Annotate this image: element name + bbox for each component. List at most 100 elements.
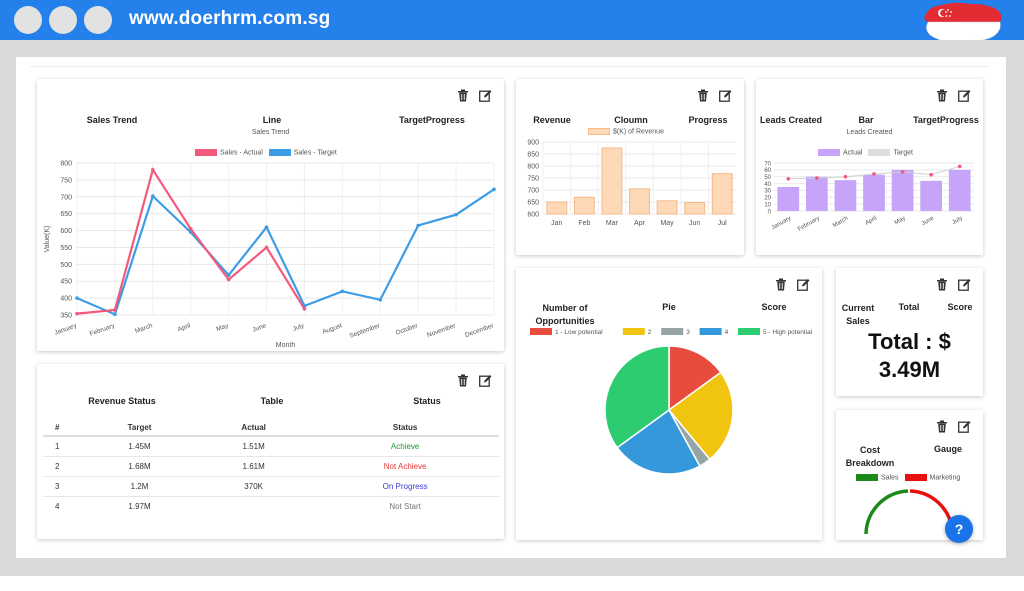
y-tick-label: 20 [764,196,771,202]
delete-icon[interactable] [457,374,469,387]
data-point [302,307,307,311]
x-tick-label: Jun [689,220,700,227]
y-tick-label: 450 [60,279,72,286]
window-dot-1[interactable] [14,6,42,34]
x-axis-label: Month [276,342,296,349]
legend-swatch [738,328,760,335]
legend-label: 5 - High potential [763,329,813,336]
row-number: 3 [43,476,83,497]
header-title: Cost Breakdown [845,445,895,468]
delete-icon[interactable] [936,278,948,291]
header-metric: Score [947,302,973,312]
data-point [226,277,231,282]
url-text[interactable]: www.doerhrm.com.sg [129,8,331,29]
delete-icon[interactable] [936,420,948,433]
header-type: Table [260,396,284,406]
status-cell: Not Achieve [311,456,499,477]
legend-label: 1 - Low potential [555,329,603,336]
row-number: 2 [43,456,83,477]
header-title: Current Sales [841,303,875,326]
column-header: Target [83,420,197,437]
status-cell: Achieve [311,436,499,457]
x-tick-label: June [252,322,268,334]
leads-bar [948,169,971,211]
header-title: Sales Trend [86,115,138,125]
x-tick-label: December [464,322,495,339]
x-tick-label: May [660,220,674,227]
data-point [492,187,496,192]
revenue-bar [656,200,678,215]
browser-topbar: www.doerhrm.com.sg [0,0,1024,44]
data-point [151,194,155,198]
edit-icon[interactable] [958,89,971,102]
data-point [340,289,345,294]
x-tick-label: January [54,322,79,337]
legend-marketing: Marketing [904,474,960,481]
delete-icon[interactable] [697,89,709,102]
header-type: Bar [858,115,874,125]
header-title: Revenue [533,115,571,125]
window-dot-3[interactable] [84,6,112,34]
y-tick-label: 650 [527,200,539,207]
leads-card: Leads Created Bar TargetProgress Leads C… [756,79,983,255]
divider [30,66,990,67]
data-point [454,212,458,217]
data-point [188,227,193,231]
window-dot-2[interactable] [49,6,77,34]
revenue-bar [684,201,706,215]
table-row[interactable]: 1 1.45M 1.51M Achieve [43,436,499,457]
x-tick-label: August [322,322,344,336]
header-title: Revenue Status [88,396,156,406]
help-button[interactable]: ? [945,515,973,543]
y-tick-label: 500 [60,262,72,269]
data-point [151,167,155,172]
table-header-row: # Target Actual Status [43,420,499,437]
delete-icon[interactable] [775,278,787,291]
x-tick-label: May [215,322,230,333]
gauge-arc-sales [864,489,909,535]
leads-bar [834,180,857,211]
pie-slice [616,408,701,475]
legend-label: 3 [686,329,690,336]
edit-icon[interactable] [797,278,810,291]
table-row[interactable]: 3 1.2M 370K On Progress [43,476,499,497]
chart-legend: Actual Target [818,149,913,156]
x-tick-label: March [832,216,849,230]
data-point [378,298,383,302]
delete-icon[interactable] [936,89,948,102]
status-cell: Not Start [389,502,421,511]
legend-target: Sales - Target [268,149,337,156]
gauge-legend: Sales Marketing [856,474,960,481]
legend-sales: Sales [856,474,899,481]
total-sales-value: Total : $ 3.49M [836,328,983,384]
y-axis-label: Value(K) [44,226,51,253]
table-row[interactable]: 2 1.68M 1.61M Not Achieve [43,456,499,477]
status-cell: On Progress [311,476,499,497]
target-point [872,172,876,176]
row-number: 4 [55,502,60,511]
chart-legend: $(K) of Revenue [588,128,664,135]
x-tick-label: Apr [634,220,646,227]
edit-icon[interactable] [958,420,971,433]
series-line [76,188,495,316]
x-tick-label: January [771,216,792,232]
edit-icon[interactable] [479,374,492,387]
y-tick-label: 400 [60,296,72,303]
edit-icon[interactable] [479,89,492,102]
table-row[interactable]: 4 1.97M Not Start [43,497,499,517]
edit-icon[interactable] [958,278,971,291]
pie-slice [604,345,670,449]
y-tick-label: 70 [764,161,771,167]
delete-icon[interactable] [457,89,469,102]
column-header: # [43,420,83,437]
card-actions [697,89,732,102]
legend-swatch [699,328,722,335]
x-tick-label: July [951,216,963,227]
x-tick-label: Mar [606,220,619,227]
edit-icon[interactable] [719,89,732,102]
singapore-map-flag-icon [924,2,1002,44]
header-metric: Status [413,396,441,406]
y-tick-label: 700 [60,194,72,201]
legend-swatch [622,328,645,335]
legend-label: 2 [648,329,652,336]
